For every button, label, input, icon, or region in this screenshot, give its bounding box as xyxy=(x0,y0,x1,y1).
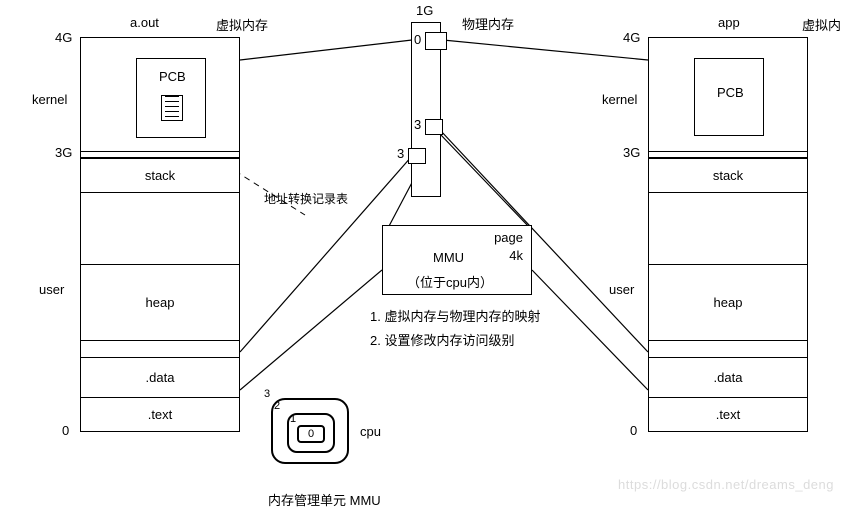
left-data: .data xyxy=(81,357,239,397)
cpu-l2: 2 xyxy=(274,400,280,412)
footer-text: 内存管理单元 MMU xyxy=(268,490,381,509)
left-gap1 xyxy=(81,192,239,264)
right-heap: heap xyxy=(649,264,807,340)
mmu-box: page 4k MMU （位于cpu内） xyxy=(382,225,532,295)
left-text: .text xyxy=(81,397,239,431)
mmu-note: （位于cpu内） xyxy=(407,272,493,291)
phys-1g: 1G xyxy=(416,3,433,18)
right-text: .text xyxy=(649,397,807,431)
phys-page3a xyxy=(425,119,443,135)
left-kernel-label: kernel xyxy=(32,92,67,107)
phys-page3b xyxy=(408,148,426,164)
cpu-ring0: 0 xyxy=(297,425,325,443)
right-3g: 3G xyxy=(623,145,640,160)
line-left-text-to-mmu xyxy=(240,270,382,390)
left-user-label: user xyxy=(39,282,64,297)
left-vm-box: PCB stack heap .data .text xyxy=(80,37,240,432)
phys-page3a-label: 3 xyxy=(414,117,421,132)
left-3g: 3G xyxy=(55,145,72,160)
left-gap2 xyxy=(81,340,239,357)
watermark: https://blog.csdn.net/dreams_deng xyxy=(618,477,834,492)
right-pcb-box: PCB xyxy=(694,58,764,136)
left-4g: 4G xyxy=(55,30,72,45)
line-phys-to-mmu-right xyxy=(440,134,530,228)
phys-title: 物理内存 xyxy=(462,14,514,33)
right-4g: 4G xyxy=(623,30,640,45)
left-memtype: 虚拟内存 xyxy=(216,15,268,34)
cpu-l1: 1 xyxy=(290,413,296,425)
line-left-kernel-to-page0 xyxy=(240,40,412,60)
cpu-label: cpu xyxy=(360,424,381,439)
right-vm-box: PCB stack heap .data .text xyxy=(648,37,808,432)
document-icon xyxy=(161,95,183,121)
right-stack: stack xyxy=(649,158,807,192)
left-pcb-label: PCB xyxy=(159,69,186,84)
right-title: app xyxy=(718,15,740,30)
right-gap2 xyxy=(649,340,807,357)
left-heap: heap xyxy=(81,264,239,340)
mmu-desc1: 1. 虚拟内存与物理内存的映射 xyxy=(370,306,540,325)
left-title: a.out xyxy=(130,15,159,30)
mmu-desc2: 2. 设置修改内存访问级别 xyxy=(370,330,514,349)
phys-page0 xyxy=(425,32,447,50)
right-user-label: user xyxy=(609,282,634,297)
phys-page3b-label: 3 xyxy=(397,146,404,161)
right-kernel-label: kernel xyxy=(602,92,637,107)
right-data: .data xyxy=(649,357,807,397)
cpu-l0: 0 xyxy=(308,428,314,440)
mmu-4k: 4k xyxy=(509,248,523,263)
line-page0-to-right-kernel xyxy=(443,40,648,60)
dashed-label: 地址转换记录表 xyxy=(264,190,348,207)
right-pcb-label: PCB xyxy=(717,85,744,100)
left-0: 0 xyxy=(62,423,69,438)
right-0: 0 xyxy=(630,423,637,438)
phys-page0-label: 0 xyxy=(414,32,421,47)
right-gap1 xyxy=(649,192,807,264)
left-pcb-box: PCB xyxy=(136,58,206,138)
cpu-l3: 3 xyxy=(264,388,270,400)
mmu-name: MMU xyxy=(433,250,464,265)
left-stack: stack xyxy=(81,158,239,192)
right-memtype: 虚拟内 xyxy=(802,15,841,34)
mmu-page: page xyxy=(494,230,523,245)
